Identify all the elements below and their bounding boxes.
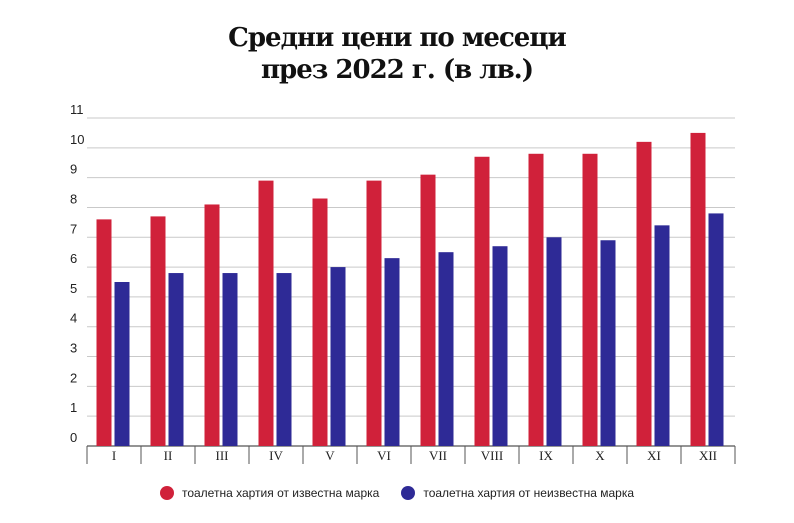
x-tick-label-VII: VII (429, 448, 447, 463)
legend-label-known-brand: тоалетна хартия от известна марка (181, 486, 380, 500)
x-tick-label-I: I (112, 448, 116, 463)
bar-series1-IX (546, 237, 562, 446)
bar-series0-VII (420, 174, 436, 446)
legend-item-known-brand: тоалетна хартия от известна марка (159, 486, 380, 500)
bar-series0-IX (528, 153, 544, 447)
y-tick-label-8: 8 (70, 191, 77, 206)
y-tick-label-5: 5 (70, 281, 77, 296)
bar-series0-XI (636, 141, 652, 446)
x-tick-label-X: X (595, 448, 605, 463)
y-tick-label-1: 1 (70, 400, 77, 415)
x-tick-label-VIII: VIII (481, 448, 503, 463)
y-tick-label-6: 6 (70, 251, 77, 266)
x-tick-label-II: II (164, 448, 173, 463)
chart-legend: тоалетна хартия от известна марка тоалет… (0, 486, 794, 500)
bar-series1-X (600, 240, 616, 446)
bar-series1-II (168, 273, 184, 446)
y-tick-label-10: 10 (70, 132, 84, 147)
y-tick-label-4: 4 (70, 311, 77, 326)
chart-title: Средни цени по месеци през 2022 г. (в лв… (0, 22, 794, 86)
chart-subtitle: през 2022 г. (в лв.) (260, 55, 534, 85)
chart-title-line1: Средни цени по месеци (228, 23, 567, 53)
bar-series0-I (96, 219, 112, 446)
bar-series0-XII (690, 132, 706, 446)
legend-label-unknown-brand: тоалетна хартия от неизвестна марка (423, 486, 635, 500)
bar-series1-VI (384, 258, 400, 446)
bar-series1-VIII (492, 246, 508, 446)
legend-item-unknown-brand: тоалетна хартия от неизвестна марка (401, 486, 634, 500)
bar-series1-IV (276, 273, 292, 446)
x-tick-label-III: III (216, 448, 229, 463)
y-tick-label-2: 2 (70, 370, 77, 385)
x-tick-label-V: V (325, 448, 335, 463)
x-tick-label-IX: IX (539, 448, 553, 463)
bar-series0-IV (258, 180, 274, 447)
legend-swatch-unknown-brand (401, 486, 416, 500)
y-tick-label-11: 11 (70, 102, 84, 117)
bar-series1-XI (654, 225, 670, 446)
y-tick-label-7: 7 (70, 221, 77, 236)
bar-series0-II (150, 216, 166, 446)
x-tick-label-XI: XI (647, 448, 661, 463)
bar-series1-III (222, 273, 238, 446)
x-tick-label-VI: VI (377, 448, 391, 463)
bar-series1-XII (708, 213, 724, 446)
bar-series0-X (582, 153, 598, 447)
bar-series1-V (330, 267, 346, 446)
y-tick-label-9: 9 (70, 162, 77, 177)
bar-series1-I (114, 282, 130, 446)
bar-series1-VII (438, 252, 454, 446)
y-tick-label-3: 3 (70, 341, 77, 356)
bar-series0-III (204, 204, 220, 446)
legend-swatch-known-brand (159, 486, 174, 500)
x-tick-label-IV: IV (269, 448, 283, 463)
bar-series0-VI (366, 180, 382, 447)
bar-series0-VIII (474, 156, 490, 446)
x-tick-label-XII: XII (699, 448, 717, 463)
y-tick-label-0: 0 (70, 430, 77, 445)
bar-series0-V (312, 198, 328, 446)
